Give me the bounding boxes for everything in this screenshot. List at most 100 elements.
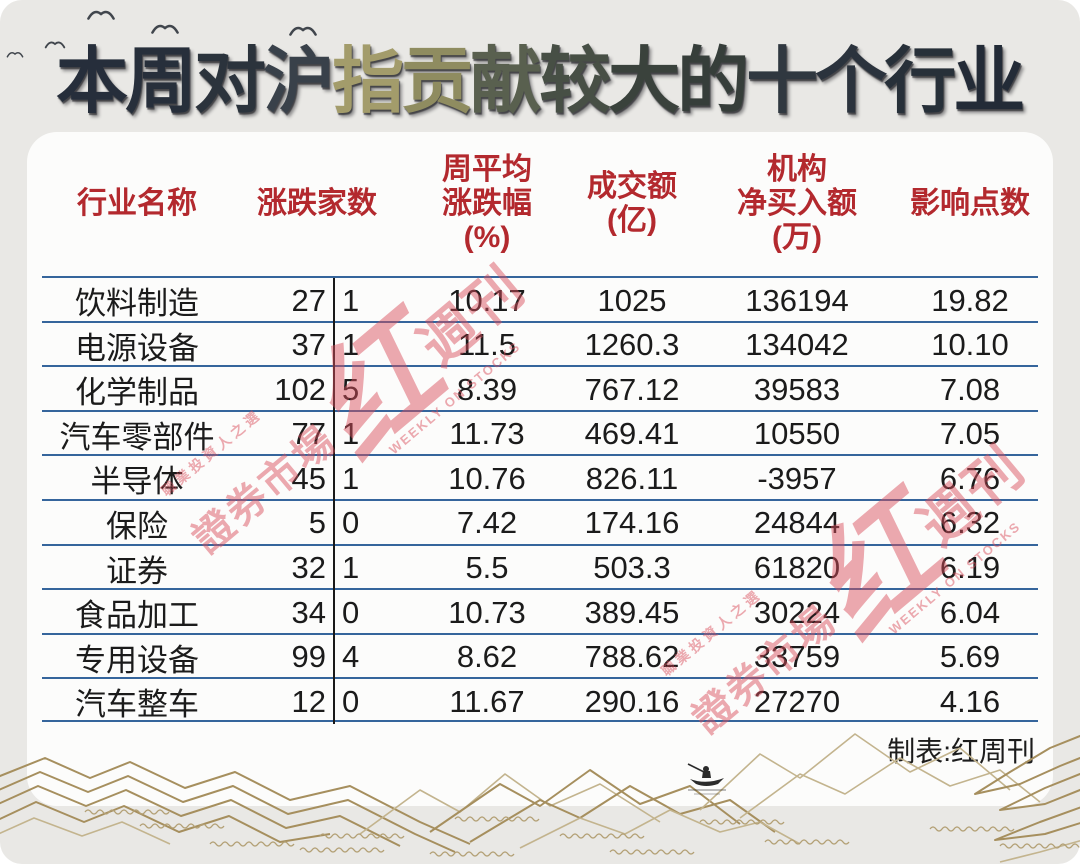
cell-up-count: 77 bbox=[232, 411, 335, 457]
col-header-industry: 行业名称 bbox=[42, 187, 232, 221]
cell-turnover: 503.3 bbox=[593, 550, 671, 586]
table-row: 汽车整车 12 0 11.67 290.16 27270 4.16 bbox=[42, 677, 1038, 725]
title-char: 业 bbox=[953, 42, 1025, 122]
title-char: 大 bbox=[608, 42, 680, 122]
cell-impact-points: 7.05 bbox=[939, 416, 1001, 452]
water-ripples bbox=[84, 809, 1080, 857]
water-ripple-line bbox=[139, 823, 225, 829]
col-header-updown-count: 涨跌家数 bbox=[232, 187, 402, 221]
title-char: 献 bbox=[470, 42, 542, 122]
title-char: 行 bbox=[884, 42, 956, 122]
water-ripple-line bbox=[559, 833, 645, 839]
cell-net-buy: 30224 bbox=[753, 594, 841, 630]
header-line: 机构 bbox=[767, 153, 827, 187]
title-char: 个 bbox=[815, 42, 887, 122]
cell-turnover: 469.41 bbox=[584, 416, 680, 452]
table-row: 保险 5 0 7.42 174.16 24844 6.32 bbox=[42, 498, 1038, 546]
title-char: 指 bbox=[332, 42, 404, 122]
title-char: 沪 bbox=[263, 42, 335, 122]
title-char: 对 bbox=[194, 42, 266, 122]
cell-avg-change: 11.73 bbox=[449, 416, 525, 452]
cell-down-count: 1 bbox=[342, 282, 360, 318]
cell-down-count: 0 bbox=[342, 505, 360, 541]
header-line: (亿) bbox=[607, 204, 657, 237]
table-row: 电源设备 37 1 11.5 1260.3 134042 10.10 bbox=[42, 320, 1038, 368]
bird-icon bbox=[151, 24, 179, 34]
cell-up-count: 27 bbox=[232, 278, 335, 323]
cell-impact-points: 6.19 bbox=[939, 550, 1001, 586]
cell-impact-points: 10.10 bbox=[931, 327, 1009, 363]
col-header-net-buy: 机构 净买入额 (万) bbox=[692, 153, 902, 255]
water-ripple-line bbox=[999, 843, 1080, 849]
bird-icon bbox=[44, 41, 66, 49]
bird-icon bbox=[289, 26, 317, 36]
title-char: 本 bbox=[56, 42, 128, 122]
cell-turnover: 1025 bbox=[597, 282, 667, 318]
bird-icon bbox=[6, 52, 24, 58]
cell-down-count: 0 bbox=[342, 594, 360, 630]
cell-avg-change: 10.76 bbox=[448, 460, 526, 496]
cell-avg-change: 11.5 bbox=[457, 327, 517, 363]
cell-turnover: 788.62 bbox=[584, 639, 680, 675]
table-header-row: 行业名称 涨跌家数 周平均 涨跌幅 (%) 成交额 (亿) 机构 净买入额 (万) 影响点… bbox=[42, 132, 1038, 276]
water-ripple-line bbox=[299, 847, 385, 853]
cell-turnover: 290.16 bbox=[584, 683, 680, 719]
cell-net-buy: 33759 bbox=[753, 639, 841, 675]
table-row: 半导体 45 1 10.76 826.11 -3957 6.76 bbox=[42, 454, 1038, 502]
water-ripple-line bbox=[319, 833, 405, 839]
cell-industry: 半导体 bbox=[90, 464, 184, 500]
cell-net-buy: 134042 bbox=[745, 327, 849, 363]
cell-up-count: 32 bbox=[232, 545, 335, 591]
title-char: 贡 bbox=[401, 42, 473, 122]
cell-industry: 专用设备 bbox=[75, 642, 199, 678]
bird-icon bbox=[87, 10, 115, 20]
cell-impact-points: 6.76 bbox=[939, 460, 1001, 496]
header-line: 涨跌幅 bbox=[442, 187, 532, 221]
title-char: 较 bbox=[539, 42, 611, 122]
cell-avg-change: 10.73 bbox=[448, 594, 526, 630]
cell-turnover: 389.45 bbox=[584, 594, 680, 630]
cell-turnover: 1260.3 bbox=[584, 327, 680, 363]
cell-down-count: 0 bbox=[342, 683, 360, 719]
header-line: (万) bbox=[772, 220, 822, 254]
cell-turnover: 174.16 bbox=[584, 505, 680, 541]
cell-turnover: 767.12 bbox=[584, 371, 680, 407]
cell-down-count: 5 bbox=[342, 371, 360, 407]
cell-net-buy: -3957 bbox=[757, 460, 837, 496]
cell-avg-change: 10.17 bbox=[448, 282, 526, 318]
cell-up-count: 5 bbox=[232, 500, 335, 546]
header-line: 成交额 bbox=[587, 170, 677, 204]
header-line: (%) bbox=[463, 220, 511, 254]
table-row: 汽车零部件 77 1 11.73 469.41 10550 7.05 bbox=[42, 409, 1038, 457]
table-row: 化学制品 102 5 8.39 767.12 39583 7.08 bbox=[42, 365, 1038, 413]
cell-industry: 汽车整车 bbox=[75, 687, 199, 723]
page-title: 本周对沪指贡献较大的十个行业 bbox=[56, 22, 1025, 127]
title-char: 周 bbox=[125, 42, 197, 122]
water-ripple-line bbox=[454, 816, 540, 822]
cell-avg-change: 8.39 bbox=[456, 371, 518, 407]
col-header-impact-points: 影响点数 bbox=[902, 187, 1038, 221]
water-ripple-line bbox=[929, 826, 1015, 832]
cell-net-buy: 24844 bbox=[753, 505, 841, 541]
cell-avg-change: 8.62 bbox=[456, 639, 518, 675]
cell-impact-points: 6.32 bbox=[939, 505, 1001, 541]
table-row: 饮料制造 27 1 10.17 1025 136194 19.82 bbox=[42, 276, 1038, 323]
cell-impact-points: 4.16 bbox=[939, 683, 1001, 719]
cell-up-count: 99 bbox=[232, 634, 335, 680]
water-ripple-line bbox=[84, 809, 170, 815]
table-row: 证券 32 1 5.5 503.3 61820 6.19 bbox=[42, 543, 1038, 591]
cell-avg-change: 5.5 bbox=[465, 550, 509, 586]
cell-up-count: 45 bbox=[232, 456, 335, 502]
col-header-avg-change: 周平均 涨跌幅 (%) bbox=[402, 153, 572, 255]
water-ripple-line bbox=[429, 851, 515, 857]
cell-net-buy: 136194 bbox=[745, 282, 849, 318]
cell-down-count: 4 bbox=[342, 639, 360, 675]
cell-industry: 保险 bbox=[106, 508, 168, 544]
cell-up-count: 12 bbox=[232, 679, 335, 725]
cell-industry: 汽车零部件 bbox=[59, 419, 215, 455]
water-ripple-line bbox=[209, 841, 295, 847]
cell-net-buy: 27270 bbox=[753, 683, 841, 719]
cell-down-count: 1 bbox=[342, 460, 360, 496]
cell-up-count: 37 bbox=[232, 322, 335, 368]
